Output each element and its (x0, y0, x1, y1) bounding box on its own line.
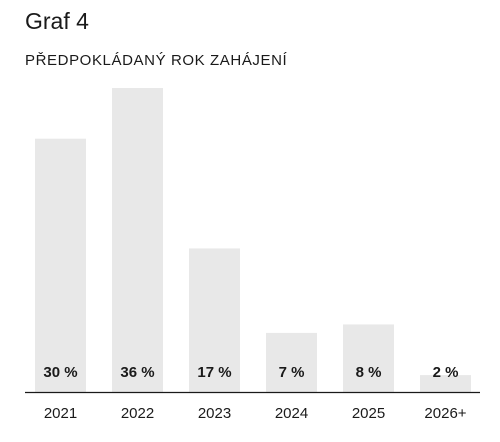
bar-value-label: 7 % (279, 364, 305, 381)
bar-value-label: 36 % (120, 364, 154, 381)
bar-value-label: 8 % (356, 364, 382, 381)
bar-value-label: 2 % (433, 364, 459, 381)
x-tick-label: 2023 (198, 405, 231, 422)
x-tick-label: 2025 (352, 405, 385, 422)
bar-value-label: 17 % (197, 364, 231, 381)
bar-2025 (343, 324, 394, 392)
x-tick-label: 2021 (44, 405, 77, 422)
chart-subtitle: PŘEDPOKLÁDANÝ ROK ZAHÁJENÍ (25, 52, 288, 69)
x-tick-label: 2022 (121, 405, 154, 422)
bar-2026+ (420, 375, 471, 392)
bar-2023 (189, 248, 240, 392)
bar-2024 (266, 332, 317, 392)
x-tick-label: 2026+ (424, 405, 466, 422)
bar-2021 (35, 138, 86, 392)
chart-title: Graf 4 (25, 8, 89, 34)
bar-value-label: 30 % (43, 364, 77, 381)
x-tick-label: 2024 (275, 405, 308, 422)
bar-2022 (112, 88, 163, 392)
